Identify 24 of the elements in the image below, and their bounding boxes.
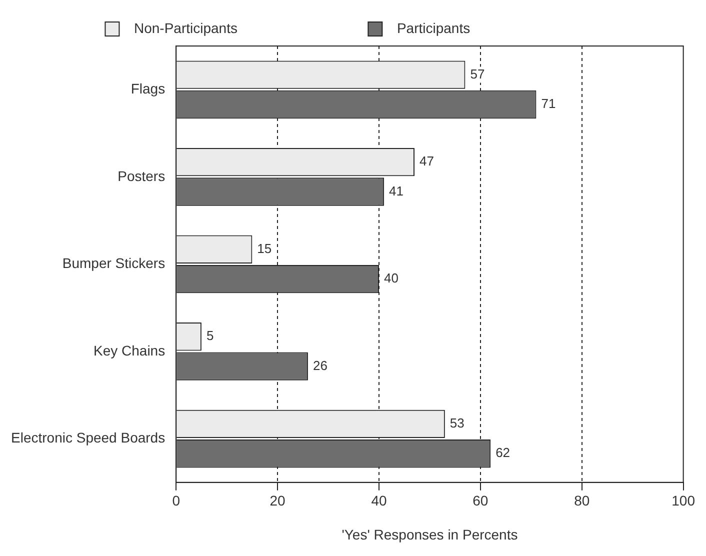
data-label: 47 <box>419 154 434 169</box>
legend-label: Non-Participants <box>126 20 354 36</box>
data-label: 15 <box>257 240 272 256</box>
y-tick-label: Posters <box>118 168 166 184</box>
data-label: 26 <box>312 358 328 373</box>
x-tick-label: 80 <box>574 492 590 509</box>
y-tick-label: Key Chains <box>93 342 166 358</box>
x-tick-label: 100 <box>672 492 696 509</box>
data-label: 53 <box>450 416 464 430</box>
x-tick-label: 0 <box>172 492 180 509</box>
data-label: 62 <box>496 445 510 460</box>
y-tick-label: Bumper Stickers <box>62 255 166 272</box>
y-tick-label: Electronic Speed Boards <box>10 430 166 446</box>
data-label: 71 <box>541 96 556 112</box>
data-label: 57 <box>470 66 485 82</box>
x-tick-label: 20 <box>270 492 286 509</box>
data-label: 41 <box>389 183 404 198</box>
data-label: 5 <box>206 328 214 344</box>
y-tick-label: Flags <box>130 80 166 96</box>
x-tick-label: 60 <box>472 492 488 509</box>
legend-label: Participants <box>389 20 587 36</box>
x-axis-title: 'Yes' Responses in Percents <box>342 526 518 542</box>
data-label: 40 <box>384 270 398 286</box>
x-tick-label: 40 <box>371 492 387 509</box>
